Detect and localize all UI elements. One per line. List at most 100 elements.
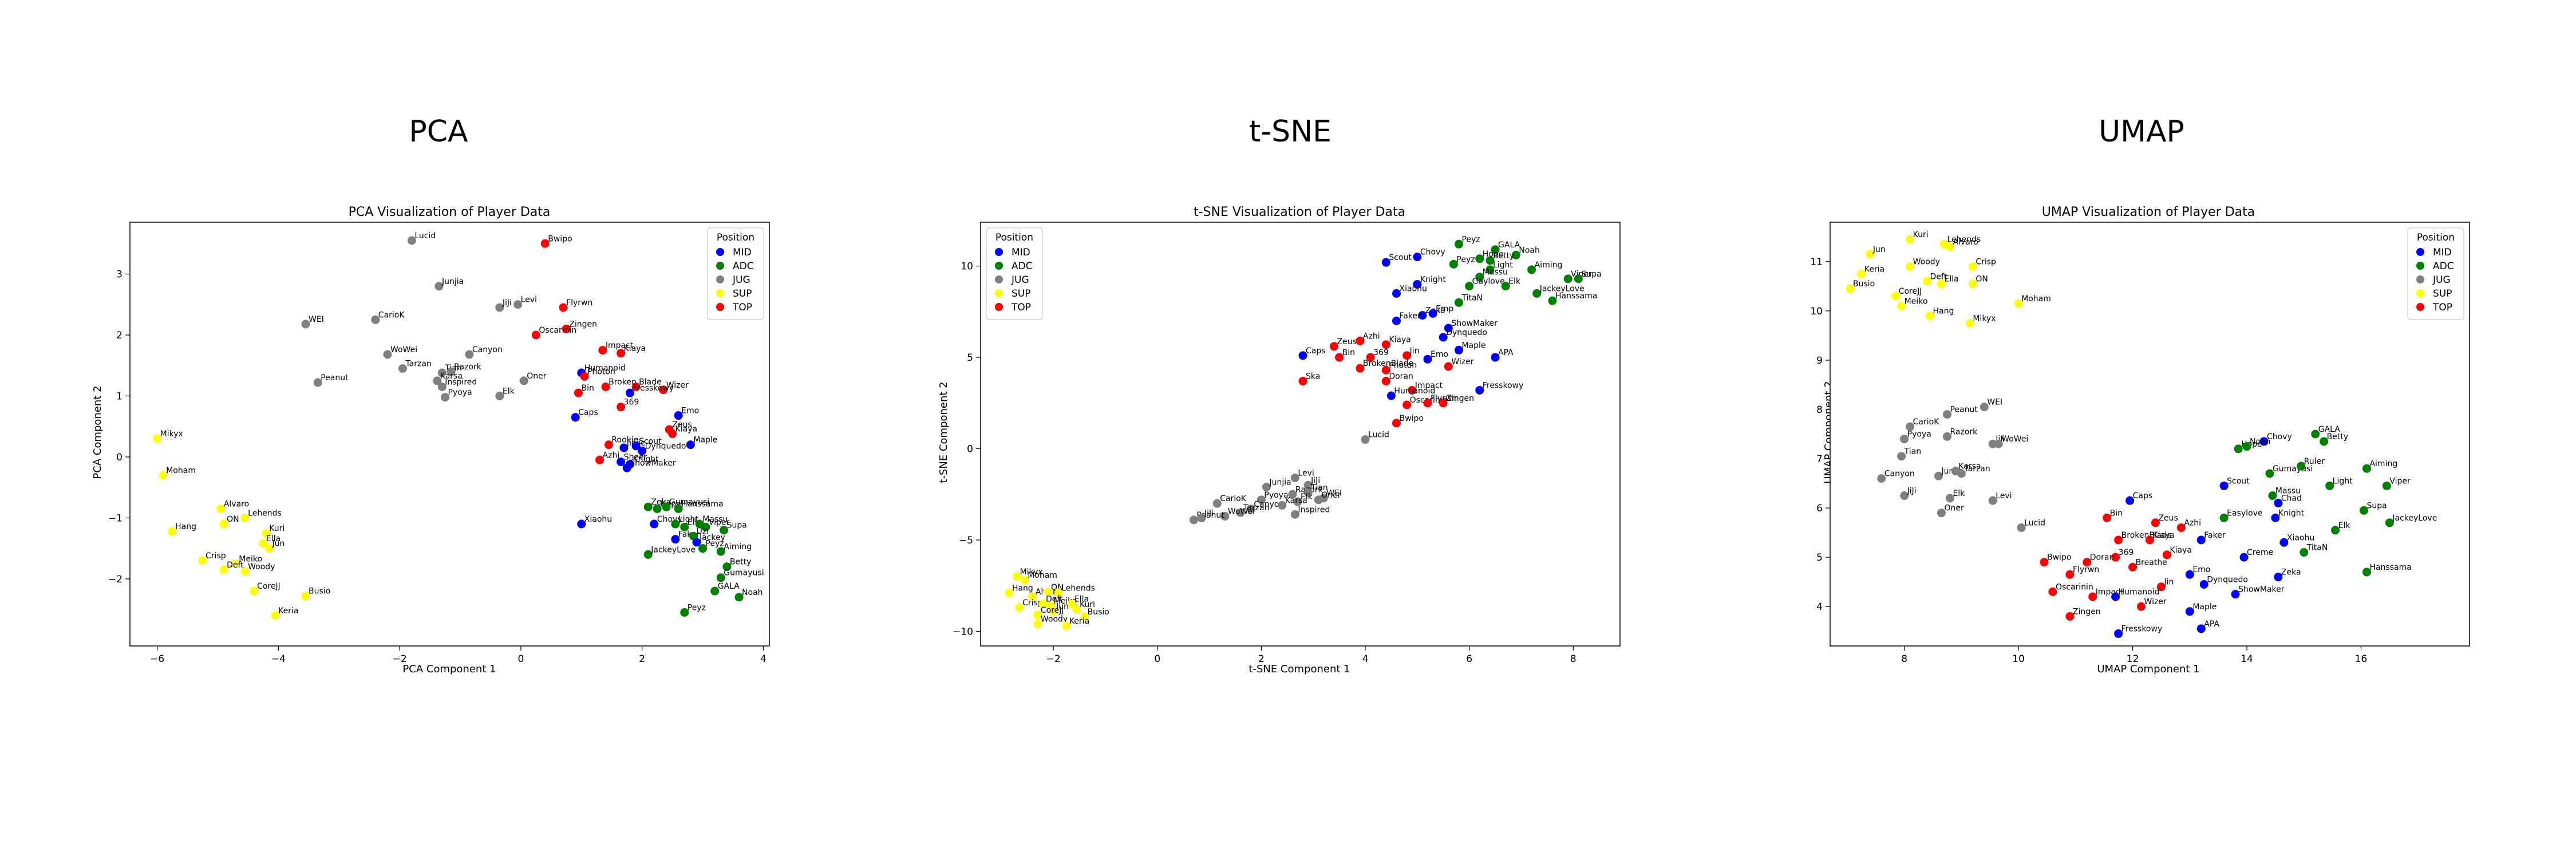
tsne-point-label: Bwipo bbox=[1400, 414, 1424, 423]
tsne-point-label: Betty bbox=[1493, 251, 1514, 261]
pca-point-label: WEI bbox=[309, 315, 324, 324]
pca-y-tick-label: 0 bbox=[116, 452, 123, 463]
tsne-point-label: Scout bbox=[1389, 253, 1412, 262]
umap-point-label: Keria bbox=[1864, 265, 1884, 274]
umap-point-sup bbox=[1937, 279, 1946, 289]
pca-point-top bbox=[595, 455, 605, 464]
tsne-point-top bbox=[1330, 342, 1339, 351]
tsne-point-label: Junjia bbox=[1269, 478, 1291, 487]
tsne-point-top bbox=[1381, 377, 1390, 385]
tsne-point-jug bbox=[1278, 501, 1287, 510]
pca-point-top bbox=[540, 239, 550, 248]
pca-point-top bbox=[580, 372, 589, 381]
tsne-point-adc bbox=[1563, 274, 1573, 283]
umap-x-tick-label: 16 bbox=[2355, 653, 2368, 665]
pca-y-tick-label: −1 bbox=[108, 513, 123, 524]
pca-point-top bbox=[604, 440, 613, 450]
pca-point-jug bbox=[465, 350, 474, 359]
umap-point-jug bbox=[1937, 509, 1946, 518]
pca-point-label: Azhi bbox=[603, 451, 620, 460]
umap-point-label: Oner bbox=[1944, 504, 1964, 513]
umap-legend-marker-adc bbox=[2416, 262, 2424, 270]
tsne-point-top bbox=[1402, 351, 1412, 360]
tsne-x-tick-label: −2 bbox=[1046, 653, 1061, 665]
tsne-point-top bbox=[1335, 353, 1344, 362]
pca-point-top bbox=[659, 385, 668, 395]
umap-point-label: Ella bbox=[1944, 275, 1958, 284]
tsne-point-label: Chovy bbox=[1420, 248, 1445, 257]
tsne-point-top bbox=[1356, 364, 1365, 373]
umap-point-label: Karsa bbox=[1958, 462, 1981, 471]
tsne-legend-entry-mid: MID bbox=[1012, 247, 1030, 258]
umap-point-label: Crisp bbox=[1976, 257, 1996, 266]
pca-point-label: Woody bbox=[248, 562, 275, 572]
tsne-point-adc bbox=[1527, 265, 1536, 274]
pca-point-jug bbox=[371, 315, 380, 324]
umap-point-label: Woody bbox=[1913, 257, 1940, 266]
tsne-point-jug bbox=[1290, 474, 1299, 483]
pca-point-label: WoWei bbox=[390, 345, 417, 354]
tsne-point-mid bbox=[1392, 289, 1401, 298]
tsne-point-label: Keria bbox=[1069, 617, 1089, 626]
pca-chart-title: PCA Visualization of Player Data bbox=[349, 205, 551, 219]
tsne-point-label: Kuri bbox=[1080, 600, 1095, 609]
umap-point-sup bbox=[2014, 299, 2023, 308]
pca-point-label: Photon bbox=[587, 367, 615, 376]
umap-x-tick-label: 8 bbox=[1901, 653, 1907, 665]
pca-point-mid bbox=[631, 442, 641, 451]
pca-y-tick-label: 2 bbox=[116, 330, 123, 341]
umap-point-sup bbox=[1866, 250, 1875, 259]
tsne-legend-marker-adc bbox=[995, 262, 1003, 270]
umap-point-sup bbox=[1897, 301, 1906, 310]
pca-point-label: Peanut bbox=[321, 373, 349, 383]
umap-point-adc bbox=[2359, 506, 2368, 515]
pca-point-sup bbox=[301, 592, 310, 601]
umap-point-label: APA bbox=[2204, 620, 2219, 629]
umap-point-mid bbox=[2199, 580, 2208, 589]
umap-point-top bbox=[2065, 570, 2075, 579]
tsne-legend-marker-mid bbox=[995, 248, 1003, 256]
umap-point-label: Bwipo bbox=[2047, 553, 2071, 562]
pca-point-label: JiJi bbox=[502, 298, 512, 308]
umap-point-label: Razork bbox=[1950, 427, 1978, 436]
tsne-point-adc bbox=[1454, 239, 1463, 249]
tsne-point-adc bbox=[1574, 274, 1583, 283]
tsne-point-sup bbox=[1049, 606, 1058, 616]
tsne-point-adc bbox=[1475, 273, 1484, 282]
tsne-point-sup bbox=[1020, 576, 1029, 585]
umap-point-label: Oscarinin bbox=[2056, 582, 2093, 592]
pca-x-axis-label: PCA Component 1 bbox=[402, 663, 496, 675]
umap-legend-marker-sup bbox=[2416, 289, 2424, 297]
umap-point-label: Ruler bbox=[2304, 457, 2325, 466]
pca-legend-entry-mid: MID bbox=[733, 247, 752, 258]
tsne-point-label: Lehends bbox=[1061, 584, 1095, 593]
tsne-point-label: CarioK bbox=[1220, 494, 1247, 503]
umap-point-adc bbox=[2385, 518, 2394, 527]
tsne-point-label: Elk bbox=[1301, 492, 1313, 502]
tsne-point-label: Kiaya bbox=[1389, 336, 1411, 345]
tsne-point-top bbox=[1444, 362, 1453, 371]
pca-point-adc bbox=[734, 593, 744, 602]
umap-point-top bbox=[2114, 535, 2123, 545]
pca-point-label: Meiko bbox=[239, 554, 262, 564]
tsne-legend-marker-sup bbox=[995, 289, 1003, 297]
umap-x-axis-label: UMAP Component 1 bbox=[2097, 663, 2199, 675]
umap-point-mid bbox=[2114, 629, 2123, 638]
tsne-point-mid bbox=[1381, 258, 1390, 267]
umap-point-label: Meiko bbox=[1905, 297, 1928, 306]
umap-point-label: Azhi bbox=[2184, 518, 2201, 527]
umap-point-adc bbox=[2331, 526, 2340, 535]
pca-legend-entry-jug: JUG bbox=[732, 274, 750, 286]
umap-point-adc bbox=[2325, 481, 2334, 490]
pca-point-sup bbox=[265, 544, 274, 553]
pca-point-adc bbox=[716, 573, 725, 582]
pca-point-adc bbox=[653, 504, 662, 513]
umap-point-label: Busio bbox=[1853, 279, 1875, 289]
pca-point-label: Gumayusi bbox=[724, 569, 764, 578]
umap-point-label: Pyoya bbox=[1907, 430, 1931, 439]
tsne-point-label: 369 bbox=[1373, 348, 1389, 357]
umap-point-top bbox=[2111, 553, 2120, 562]
tsne-point-label: WoWei bbox=[1228, 507, 1255, 517]
tsne-point-label: Caps bbox=[1306, 346, 1326, 356]
